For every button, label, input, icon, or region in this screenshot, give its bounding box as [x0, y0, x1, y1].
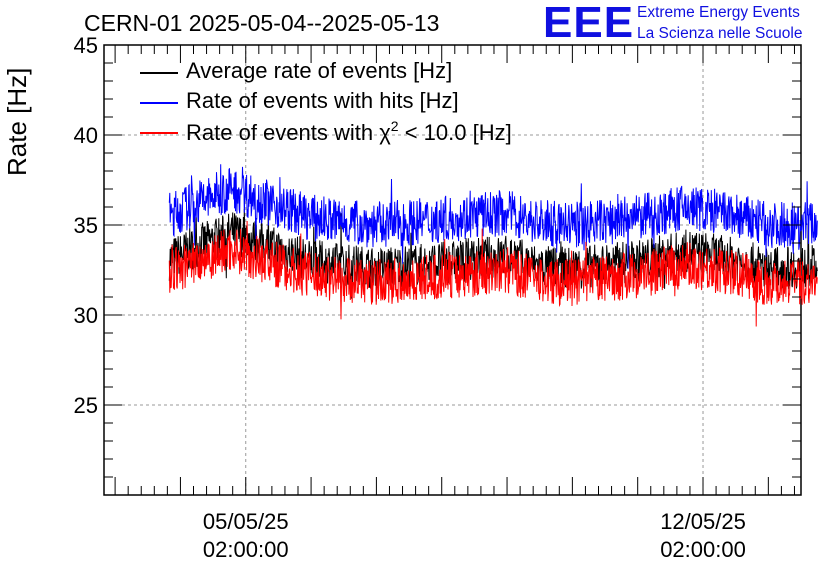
series-group [168, 164, 818, 327]
legend-swatch-average [140, 72, 178, 74]
y-tick-label: 45 [74, 33, 98, 58]
y-tick-label: 30 [74, 303, 98, 328]
logo-line-1: Extreme Energy Events [637, 4, 800, 21]
legend-chi2-prefix: Rate of events with [186, 120, 380, 145]
x-tick-label-time: 02:00:00 [203, 537, 289, 562]
axis-ticks [104, 45, 801, 495]
plot-frame [103, 44, 802, 496]
y-tick-label: 35 [74, 213, 98, 238]
series-hits [168, 164, 818, 269]
eee-logo-mark: EEE [543, 0, 635, 47]
y-tick-label: 25 [74, 393, 98, 418]
legend-chi2-suffix: < 10.0 [Hz] [398, 120, 512, 145]
legend-chi2-sup: 2 [390, 118, 399, 134]
legend-swatch-chi2 [140, 132, 178, 134]
x-tick-label-time: 02:00:00 [660, 537, 746, 562]
tick-labels: 25 30 35 40 45 05/05/25 02:00:00 12/05/25 02:00:… [74, 33, 746, 562]
legend-label-hits: Rate of events with hits [Hz] [186, 88, 459, 113]
x-tick-label-date: 05/05/25 [203, 509, 289, 534]
legend-chi2-symbol: χ [379, 120, 391, 145]
legend-swatch-hits [140, 102, 178, 104]
legend-label-average: Average rate of events [Hz] [186, 58, 453, 83]
y-axis-label: Rate [Hz] [2, 67, 32, 176]
legend-label-chi2: Rate of events with χ2 < 10.0 [Hz] [186, 118, 512, 146]
series-chi2 [168, 220, 818, 327]
chart-title: CERN-01 2025-05-04--2025-05-13 [84, 10, 440, 36]
x-tick-label-date: 12/05/25 [660, 509, 746, 534]
logo-line-2: La Scienza nelle Scuole [637, 25, 803, 42]
y-tick-label: 40 [74, 123, 98, 148]
